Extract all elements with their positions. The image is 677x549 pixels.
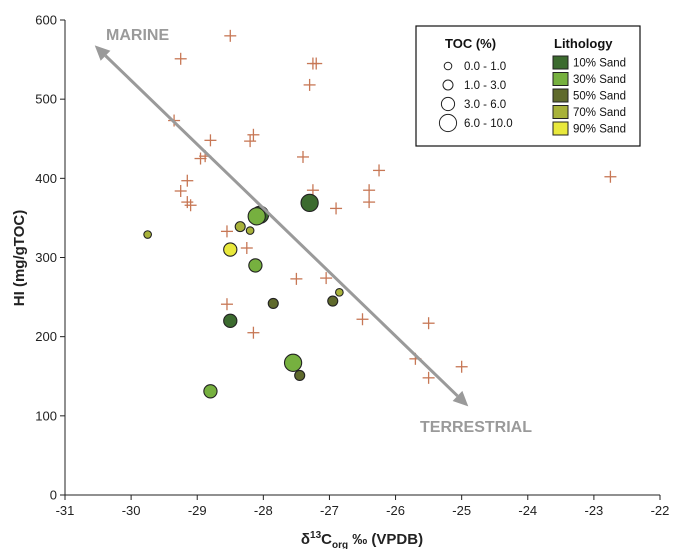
legend-toc-symbol: [443, 61, 453, 71]
circle-point: [234, 221, 246, 233]
y-tick-label: 500: [35, 92, 57, 107]
legend-toc-entries: 0.0 - 1.0 1.0 - 3.0 3.0 - 6.0 6.0 - 10.0: [438, 61, 513, 133]
circle-point: [248, 258, 263, 273]
circle-point: [223, 242, 238, 257]
arrow-shaft: [104, 54, 459, 397]
x-tick-label: -25: [452, 503, 471, 518]
legend-toc-label: 6.0 - 10.0: [464, 118, 513, 130]
legend-lithology-entries: 10% Sand 30% Sand 50% Sand 70% Sand 90% Sand: [552, 55, 626, 136]
marine-terrestrial-arrow: [94, 45, 469, 407]
y-tick-label: 400: [35, 171, 57, 186]
legend-lithology-label: 10% Sand: [573, 58, 626, 70]
legend-lithology-swatch: [552, 72, 569, 86]
cross-point: [604, 170, 617, 183]
cross-point: [184, 199, 197, 212]
x-tick-label: -23: [584, 503, 603, 518]
cross-point: [204, 134, 217, 147]
cross-point: [220, 225, 233, 238]
cross-point: [422, 371, 435, 384]
legend-toc-label: 1.0 - 3.0: [464, 80, 506, 92]
x-tick-label: -27: [320, 503, 339, 518]
circle-point: [143, 230, 152, 239]
cross-point: [224, 29, 237, 42]
legend-toc-symbol: [438, 113, 458, 133]
annotation-terrestrial: TERRESTRIAL: [420, 419, 532, 436]
cross-point: [247, 128, 260, 141]
y-tick-label: 100: [35, 408, 57, 423]
legend-toc-label: 0.0 - 1.0: [464, 61, 506, 73]
circle-point: [300, 193, 319, 213]
x-tick-label: -28: [254, 503, 273, 518]
legend-toc-symbol: [442, 79, 454, 91]
cross-point: [244, 135, 257, 148]
y-tick-label: 200: [35, 329, 57, 344]
cross-point: [220, 298, 233, 311]
cross-point: [373, 164, 386, 177]
arrow-head-terrestrial: [452, 390, 469, 407]
circle-series: [143, 193, 344, 399]
cross-point: [174, 52, 187, 65]
circle-point: [247, 207, 266, 226]
y-tick-label: 300: [35, 250, 57, 265]
x-tick-label: -24: [518, 503, 537, 518]
legend-lithology-label: 50% Sand: [573, 91, 626, 103]
legend-lithology-swatch: [552, 105, 569, 119]
legend-lithology-swatch: [552, 55, 569, 70]
cross-point: [174, 185, 187, 197]
legend-lithology-swatch: [552, 88, 569, 103]
cross-point: [181, 196, 194, 209]
circle-point: [327, 295, 339, 307]
x-tick-label: -22: [651, 503, 670, 518]
x-label-prefix: δ: [301, 531, 310, 548]
x-label-main: C: [321, 531, 332, 548]
circle-point: [267, 297, 279, 309]
circle-point: [294, 369, 306, 382]
x-axis-label: δ13Corg ‰ (VPDB): [301, 530, 423, 549]
cross-point: [330, 202, 343, 215]
plot-axes: -31 -30 -29 -28 -27 -26 -25 -24 -23 -22 0 100 200 300…: [35, 13, 669, 519]
circle-point: [335, 287, 344, 297]
legend-lithology-label: 70% Sand: [573, 107, 626, 119]
cross-point: [303, 78, 316, 91]
cross-point: [356, 313, 369, 326]
cross-point: [363, 196, 376, 209]
cross-point: [240, 242, 253, 254]
legend-lithology-label: 90% Sand: [573, 124, 626, 136]
cross-point: [306, 184, 319, 197]
legend: TOC (%) Lithology 0.0 - 1.0 1.0 - 3.0 3.0 …: [415, 25, 641, 147]
cross-point: [422, 317, 435, 330]
x-label-subscript: org: [332, 540, 348, 549]
cross-point: [363, 184, 376, 197]
circle-point: [223, 313, 238, 328]
cross-point: [247, 326, 260, 339]
x-label-suffix: ‰ (VPDB): [348, 531, 423, 548]
y-tick-label: 0: [50, 488, 57, 503]
circle-point: [283, 353, 303, 372]
legend-lithology-label: 30% Sand: [573, 74, 626, 86]
legend-toc-symbol: [440, 96, 456, 112]
x-tick-label: -26: [386, 503, 405, 518]
cross-point: [455, 360, 468, 373]
legend-toc-title: TOC (%): [445, 36, 496, 51]
y-tick-label: 600: [35, 13, 57, 28]
cross-point: [310, 57, 323, 70]
y-axis-label: HI (mg/gTOC): [11, 210, 28, 306]
legend-lithology-title: Lithology: [554, 36, 613, 51]
x-tick-label: -29: [188, 503, 207, 518]
circle-point: [245, 226, 255, 235]
cross-series: [168, 29, 617, 384]
x-label-superscript: 13: [310, 530, 322, 541]
cross-point: [297, 150, 309, 163]
circle-point: [203, 384, 218, 399]
annotation-marine: MARINE: [106, 27, 169, 44]
x-tick-label: -30: [122, 503, 141, 518]
cross-point: [181, 174, 194, 187]
cross-point: [320, 272, 333, 285]
x-tick-label: -31: [56, 503, 75, 518]
arrow-head-marine: [94, 45, 111, 61]
legend-toc-label: 3.0 - 6.0: [464, 99, 506, 111]
legend-lithology-swatch: [552, 121, 569, 136]
cross-point: [290, 272, 303, 285]
